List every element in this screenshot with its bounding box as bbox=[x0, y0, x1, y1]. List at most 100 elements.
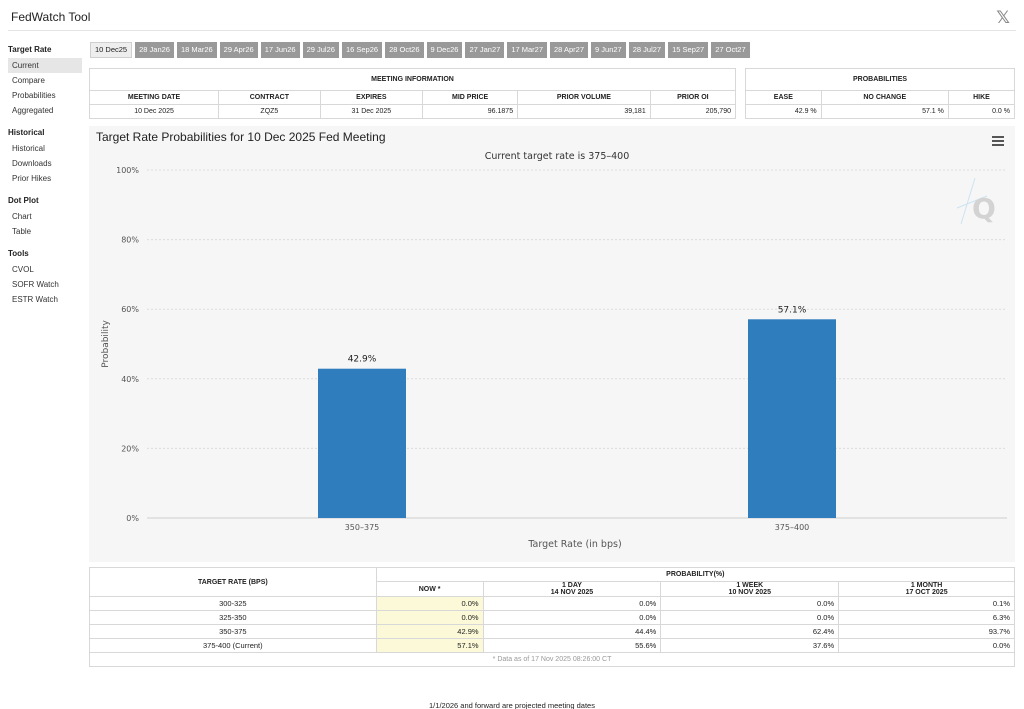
meeting-info-caption: MEETING INFORMATION bbox=[89, 68, 736, 91]
app-header: FedWatch Tool 𝕏 bbox=[0, 0, 1024, 32]
probabilities-caption: PROBABILITIES bbox=[745, 68, 1015, 91]
y-tick-label: 60% bbox=[121, 305, 139, 314]
tab-28-apr27[interactable]: 28 Apr27 bbox=[550, 42, 589, 58]
probability-cell: 0.1% bbox=[838, 596, 1015, 611]
chart-heading: Target Rate Probabilities for 10 Dec 202… bbox=[96, 130, 386, 144]
sidebar: Target Rate Current Compare Probabilities Ag… bbox=[8, 42, 82, 307]
y-axis-label: Probability bbox=[101, 320, 111, 368]
x-logo-icon[interactable]: 𝕏 bbox=[996, 8, 1010, 27]
sidebar-section-historical: Historical bbox=[8, 128, 45, 137]
sidebar-item-current[interactable]: Current bbox=[8, 58, 82, 73]
sidebar-item-table[interactable]: Table bbox=[12, 227, 32, 236]
probability-column-header: 1 DAY 14 NOV 2025 bbox=[482, 581, 662, 597]
bar-value-label: 42.9% bbox=[348, 355, 377, 365]
table-cell: 39,181 bbox=[517, 104, 651, 119]
column-header: PRIOR VOLUME bbox=[517, 90, 651, 105]
bar-375-400[interactable] bbox=[748, 319, 836, 518]
column-date: 17 OCT 2025 bbox=[905, 589, 948, 596]
sidebar-item-probabilities[interactable]: Probabilities bbox=[12, 91, 56, 100]
table-cell: ZQZ5 bbox=[218, 104, 321, 119]
probability-chart: Target Rate Probabilities for 10 Dec 202… bbox=[89, 126, 1015, 562]
target-rate-header: TARGET RATE (BPS) bbox=[89, 567, 377, 597]
tab-28-jul27[interactable]: 28 Jul27 bbox=[628, 42, 666, 58]
sidebar-item-compare[interactable]: Compare bbox=[12, 76, 45, 85]
tab-28-oct26[interactable]: 28 Oct26 bbox=[385, 42, 424, 58]
column-header: HIKE bbox=[947, 90, 1016, 105]
probability-cell: 0.0% bbox=[482, 596, 662, 611]
probability-cell: 0.0% bbox=[375, 596, 484, 611]
meeting-tabs: 10 Dec25 28 Jan26 18 Mar26 29 Apr26 17 Jun26… bbox=[90, 42, 750, 58]
projected-dates-footnote: 1/1/2026 and forward are projected meeti… bbox=[429, 701, 595, 709]
probability-cell: 0.0% bbox=[838, 638, 1015, 653]
table-row: 375-400 (Current) 57.1% 55.6% 37.6% 0.0% bbox=[89, 638, 1015, 653]
column-period: 1 MONTH bbox=[910, 582, 943, 589]
app-title: FedWatch Tool bbox=[11, 10, 91, 24]
probability-column-header: 1 MONTH 17 OCT 2025 bbox=[838, 581, 1015, 597]
tab-10-dec25[interactable]: 10 Dec25 bbox=[90, 42, 133, 58]
probability-cell: 0.0% bbox=[482, 610, 662, 625]
column-header: EASE bbox=[745, 90, 822, 105]
column-date: 14 NOV 2025 bbox=[550, 589, 594, 596]
probability-detail: TARGET RATE (BPS) PROBABILITY(%) NOW * 1 DA… bbox=[89, 567, 1016, 667]
rate-range-cell: 350-375 bbox=[89, 624, 377, 639]
column-date: 10 NOV 2025 bbox=[728, 589, 771, 596]
probability-cell: 42.9% bbox=[375, 624, 484, 639]
tab-9-jun27[interactable]: 9 Jun27 bbox=[591, 42, 626, 58]
probability-cell: 93.7% bbox=[838, 624, 1015, 639]
table-cell: 10 Dec 2025 bbox=[88, 104, 220, 119]
y-tick-label: 80% bbox=[121, 236, 139, 245]
column-header: PRIOR OI bbox=[649, 90, 737, 105]
tab-28-jan26[interactable]: 28 Jan26 bbox=[135, 42, 174, 58]
sidebar-item-prior-hikes[interactable]: Prior Hikes bbox=[12, 174, 52, 183]
chart-svg: Target Rate Probabilities for 10 Dec 202… bbox=[96, 130, 1007, 550]
x-axis-label: Target Rate (in bps) bbox=[527, 539, 621, 550]
tab-9-dec26[interactable]: 9 Dec26 bbox=[426, 42, 463, 58]
probability-cell: 0.0% bbox=[375, 610, 484, 625]
column-period: 1 DAY bbox=[561, 582, 582, 589]
tab-16-sep26[interactable]: 16 Sep26 bbox=[341, 42, 383, 58]
rate-range-cell: 375-400 (Current) bbox=[89, 638, 377, 653]
tab-17-jun26[interactable]: 17 Jun26 bbox=[260, 42, 300, 58]
meeting-information-table: MEETING INFORMATION MEETING DATE CONTRACT… bbox=[88, 68, 737, 119]
x-tick-label: 375–400 bbox=[775, 523, 810, 532]
data-as-of-note: * Data as of 17 Nov 2025 08:26:00 CT bbox=[89, 652, 1015, 667]
table-cell: 205,790 bbox=[649, 104, 737, 119]
tab-29-jul26[interactable]: 29 Jul26 bbox=[302, 42, 339, 58]
tab-15-sep27[interactable]: 15 Sep27 bbox=[668, 42, 709, 58]
column-header: MEETING DATE bbox=[88, 90, 220, 105]
tab-17-mar27[interactable]: 17 Mar27 bbox=[507, 42, 547, 58]
table-row: 300-325 0.0% 0.0% 0.0% 0.1% bbox=[89, 596, 1015, 611]
tab-27-jan27[interactable]: 27 Jan27 bbox=[465, 42, 505, 58]
x-tick-label: 350–375 bbox=[345, 523, 380, 532]
sidebar-item-aggregated[interactable]: Aggregated bbox=[12, 106, 54, 115]
sidebar-section-tools: Tools bbox=[8, 249, 29, 258]
column-period: NOW * bbox=[418, 585, 441, 593]
y-tick-label: 100% bbox=[116, 166, 139, 175]
sidebar-section-target-rate: Target Rate bbox=[8, 45, 52, 54]
tab-29-apr26[interactable]: 29 Apr26 bbox=[219, 42, 258, 58]
sidebar-item-sofr-watch[interactable]: SOFR Watch bbox=[12, 280, 59, 289]
column-header: MID PRICE bbox=[422, 90, 519, 105]
chart-menu-icon[interactable] bbox=[992, 136, 1004, 146]
watermark-q-icon: Q bbox=[956, 177, 996, 225]
column-header: CONTRACT bbox=[218, 90, 321, 105]
rate-range-cell: 325-350 bbox=[89, 610, 377, 625]
sidebar-item-cvol[interactable]: CVOL bbox=[12, 265, 34, 274]
svg-text:Q: Q bbox=[972, 192, 996, 225]
probability-cell: 62.4% bbox=[660, 624, 840, 639]
probability-cell: 37.6% bbox=[660, 638, 840, 653]
sidebar-item-chart[interactable]: Chart bbox=[12, 212, 32, 221]
bar-350-375[interactable] bbox=[318, 368, 406, 518]
sidebar-item-downloads[interactable]: Downloads bbox=[12, 159, 52, 168]
tab-18-mar26[interactable]: 18 Mar26 bbox=[176, 42, 217, 58]
probability-cell: 6.3% bbox=[838, 610, 1015, 625]
probabilities-table: PROBABILITIES EASE NO CHANGE HIKE 42.9 % 57… bbox=[745, 68, 1016, 119]
sidebar-item-historical[interactable]: Historical bbox=[12, 144, 45, 153]
probability-column-header: 1 WEEK 10 NOV 2025 bbox=[660, 581, 840, 597]
table-cell: 96.1875 bbox=[422, 104, 519, 119]
sidebar-section-dot-plot: Dot Plot bbox=[8, 196, 39, 205]
tab-27-oct27[interactable]: 27 Oct27 bbox=[711, 42, 750, 58]
y-tick-label: 0% bbox=[126, 514, 139, 523]
sidebar-item-estr-watch[interactable]: ESTR Watch bbox=[12, 295, 58, 304]
